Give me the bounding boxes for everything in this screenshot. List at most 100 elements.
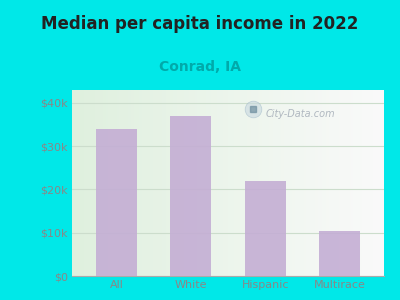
Bar — [203, 90, 204, 276]
Bar — [96, 129, 137, 276]
Bar — [259, 90, 261, 276]
Bar — [318, 90, 320, 276]
Bar — [251, 90, 253, 276]
Bar — [178, 90, 180, 276]
Bar — [225, 90, 226, 276]
Bar — [382, 90, 384, 276]
Bar — [375, 90, 376, 276]
Bar — [112, 90, 114, 276]
Bar — [103, 90, 105, 276]
Bar — [367, 90, 368, 276]
Bar — [311, 90, 312, 276]
Bar — [261, 90, 262, 276]
Bar — [222, 90, 223, 276]
Bar — [230, 90, 231, 276]
Bar — [226, 90, 228, 276]
Bar — [301, 90, 303, 276]
Bar — [106, 90, 108, 276]
Bar — [319, 231, 360, 276]
Bar — [267, 90, 268, 276]
Bar — [362, 90, 364, 276]
Bar — [234, 90, 236, 276]
Bar — [281, 90, 282, 276]
Bar — [266, 90, 267, 276]
Bar — [286, 90, 287, 276]
Bar — [228, 90, 230, 276]
Bar — [200, 90, 202, 276]
Bar — [303, 90, 304, 276]
Bar — [372, 90, 373, 276]
Bar — [231, 90, 233, 276]
Bar — [245, 181, 286, 276]
Bar — [117, 90, 119, 276]
Bar — [188, 90, 189, 276]
Bar — [223, 90, 225, 276]
Bar — [150, 90, 152, 276]
Bar — [159, 90, 161, 276]
Bar — [340, 90, 342, 276]
Bar — [131, 90, 133, 276]
Bar — [247, 90, 248, 276]
Bar — [81, 90, 83, 276]
Bar — [211, 90, 212, 276]
Bar — [337, 90, 339, 276]
Bar — [289, 90, 290, 276]
Text: Conrad, IA: Conrad, IA — [159, 60, 241, 74]
Bar — [270, 90, 272, 276]
Bar — [220, 90, 222, 276]
Bar — [78, 90, 80, 276]
Bar — [114, 90, 116, 276]
Bar — [256, 90, 258, 276]
Bar — [83, 90, 84, 276]
Bar — [350, 90, 351, 276]
Bar — [322, 90, 323, 276]
Bar — [102, 90, 103, 276]
Bar — [344, 90, 345, 276]
Bar — [74, 90, 75, 276]
Bar — [237, 90, 239, 276]
Bar — [250, 90, 251, 276]
Bar — [290, 90, 292, 276]
Bar — [378, 90, 379, 276]
Bar — [304, 90, 306, 276]
Bar — [308, 90, 309, 276]
Bar — [75, 90, 77, 276]
Bar — [84, 90, 86, 276]
Bar — [130, 90, 131, 276]
Bar — [206, 90, 208, 276]
Bar — [217, 90, 219, 276]
Bar — [309, 90, 311, 276]
Bar — [145, 90, 147, 276]
Bar — [80, 90, 81, 276]
Bar — [169, 90, 170, 276]
Bar — [111, 90, 112, 276]
Bar — [361, 90, 362, 276]
Bar — [298, 90, 300, 276]
Bar — [297, 90, 298, 276]
Bar — [204, 90, 206, 276]
Bar — [253, 90, 254, 276]
Bar — [156, 90, 158, 276]
Bar — [326, 90, 328, 276]
Bar — [136, 90, 138, 276]
Bar — [180, 90, 181, 276]
Bar — [192, 90, 194, 276]
Bar — [174, 90, 175, 276]
Bar — [110, 90, 111, 276]
Bar — [240, 90, 242, 276]
Bar — [94, 90, 96, 276]
Bar — [346, 90, 348, 276]
Bar — [244, 90, 245, 276]
Bar — [272, 90, 273, 276]
Bar — [190, 90, 192, 276]
Bar — [219, 90, 220, 276]
Bar — [158, 90, 159, 276]
Bar — [124, 90, 125, 276]
Bar — [120, 90, 122, 276]
Bar — [315, 90, 317, 276]
Text: City-Data.com: City-Data.com — [266, 109, 335, 118]
Bar — [258, 90, 259, 276]
Bar — [216, 90, 217, 276]
Bar — [314, 90, 315, 276]
Bar — [370, 90, 372, 276]
